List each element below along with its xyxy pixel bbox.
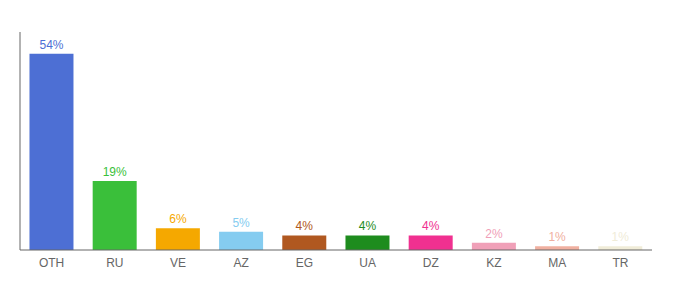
svg-text:2%: 2% [485,227,503,241]
svg-text:VE: VE [170,256,186,270]
svg-text:MA: MA [548,256,566,270]
svg-text:54%: 54% [39,38,63,52]
svg-text:TR: TR [612,256,628,270]
svg-text:OTH: OTH [39,256,64,270]
svg-text:UA: UA [359,256,376,270]
svg-text:RU: RU [106,256,123,270]
svg-text:6%: 6% [169,212,187,226]
svg-text:DZ: DZ [423,256,439,270]
svg-text:KZ: KZ [486,256,501,270]
svg-text:4%: 4% [422,219,440,233]
svg-text:1%: 1% [612,230,630,244]
svg-text:19%: 19% [103,165,127,179]
svg-text:AZ: AZ [234,256,249,270]
svg-text:4%: 4% [296,219,314,233]
svg-text:1%: 1% [548,230,566,244]
svg-text:EG: EG [296,256,313,270]
svg-text:5%: 5% [232,216,250,230]
svg-text:4%: 4% [359,219,377,233]
